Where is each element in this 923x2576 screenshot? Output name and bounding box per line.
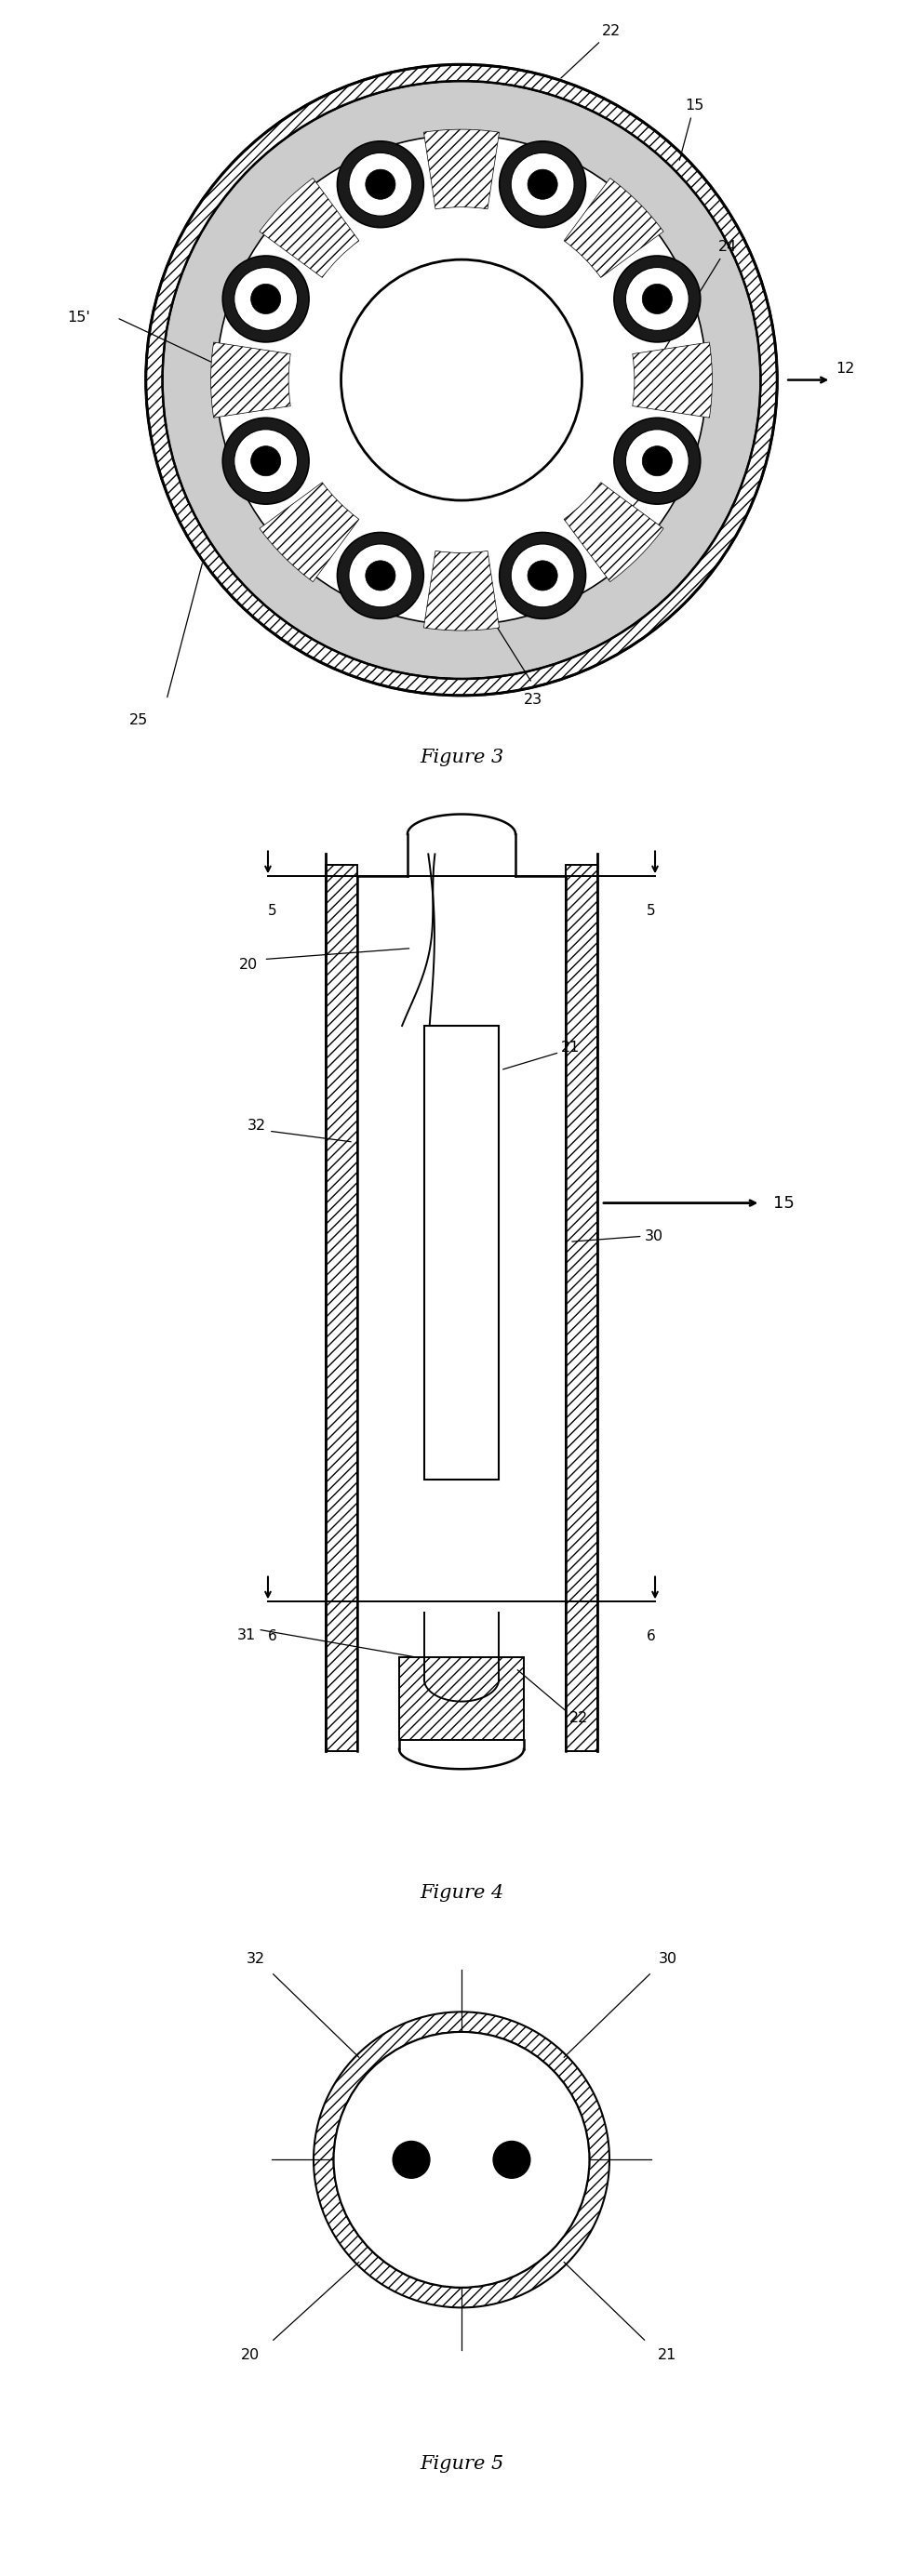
Text: 32: 32	[246, 1953, 265, 1965]
Circle shape	[499, 533, 586, 618]
Wedge shape	[162, 80, 761, 680]
Text: 22: 22	[569, 1710, 588, 1726]
Text: 23: 23	[524, 693, 543, 706]
Wedge shape	[424, 129, 499, 209]
Text: 6: 6	[646, 1631, 655, 1643]
Wedge shape	[632, 343, 713, 417]
Circle shape	[528, 170, 557, 198]
Text: 22: 22	[561, 23, 620, 77]
Circle shape	[234, 430, 297, 492]
Circle shape	[626, 268, 689, 330]
Wedge shape	[146, 64, 777, 696]
Circle shape	[642, 283, 672, 314]
Text: 20: 20	[241, 2349, 259, 2362]
Text: 24: 24	[665, 240, 737, 350]
Text: 6: 6	[268, 1631, 277, 1643]
Text: 5: 5	[268, 904, 277, 917]
Wedge shape	[216, 134, 707, 626]
Circle shape	[366, 170, 395, 198]
Circle shape	[333, 2032, 590, 2287]
Text: 30: 30	[658, 1953, 677, 1965]
Text: 25: 25	[129, 714, 148, 726]
Wedge shape	[259, 482, 359, 582]
Text: 20: 20	[239, 958, 258, 971]
Circle shape	[366, 562, 395, 590]
Text: 30: 30	[644, 1229, 663, 1244]
Circle shape	[222, 417, 309, 505]
Text: 32: 32	[247, 1118, 267, 1133]
Text: 12: 12	[835, 361, 855, 376]
Circle shape	[349, 152, 412, 216]
Text: 21: 21	[658, 2349, 677, 2362]
Circle shape	[337, 533, 424, 618]
Text: Figure 3: Figure 3	[420, 747, 503, 765]
Text: 15": 15"	[657, 484, 682, 500]
Circle shape	[499, 142, 586, 227]
FancyBboxPatch shape	[565, 866, 597, 1752]
Circle shape	[251, 446, 281, 477]
Wedge shape	[314, 2012, 609, 2308]
Wedge shape	[259, 178, 359, 278]
Circle shape	[337, 142, 424, 227]
Text: 5: 5	[646, 904, 655, 917]
FancyBboxPatch shape	[425, 1025, 498, 1479]
FancyBboxPatch shape	[399, 1656, 524, 1741]
Wedge shape	[210, 343, 291, 417]
Text: Figure 5: Figure 5	[420, 2455, 503, 2473]
Circle shape	[342, 260, 581, 500]
Circle shape	[528, 562, 557, 590]
Text: Figure 4: Figure 4	[420, 1883, 503, 1901]
Circle shape	[393, 2141, 430, 2179]
Circle shape	[642, 446, 672, 477]
Circle shape	[614, 417, 701, 505]
Text: 21: 21	[561, 1041, 581, 1056]
Circle shape	[511, 544, 574, 608]
Circle shape	[626, 430, 689, 492]
Wedge shape	[564, 178, 664, 278]
Wedge shape	[424, 551, 499, 631]
Circle shape	[251, 283, 281, 314]
Text: 15: 15	[679, 98, 703, 160]
Circle shape	[493, 2141, 530, 2179]
Circle shape	[222, 255, 309, 343]
Wedge shape	[564, 482, 664, 582]
Circle shape	[234, 268, 297, 330]
Circle shape	[349, 544, 412, 608]
Circle shape	[614, 255, 701, 343]
Circle shape	[511, 152, 574, 216]
Text: 15': 15'	[66, 312, 90, 325]
Text: 31: 31	[236, 1628, 256, 1641]
FancyBboxPatch shape	[326, 866, 358, 1752]
Text: 15: 15	[773, 1195, 795, 1211]
